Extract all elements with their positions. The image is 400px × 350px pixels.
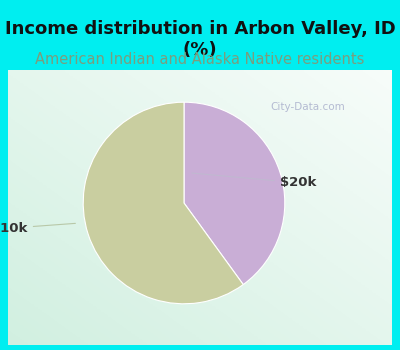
Text: Income distribution in Arbon Valley, ID
(%): Income distribution in Arbon Valley, ID … <box>5 20 395 59</box>
Text: American Indian and Alaska Native residents: American Indian and Alaska Native reside… <box>35 52 365 67</box>
Text: $20k: $20k <box>192 173 316 189</box>
Wedge shape <box>83 102 243 304</box>
Text: $10k: $10k <box>0 222 75 235</box>
Text: City-Data.com: City-Data.com <box>270 102 345 112</box>
Wedge shape <box>184 102 285 285</box>
